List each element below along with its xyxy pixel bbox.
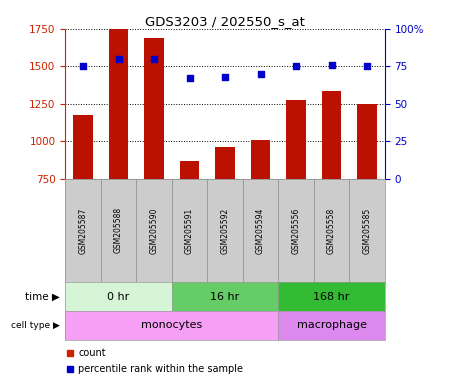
Bar bbox=[109, 29, 128, 179]
Text: GSM205588: GSM205588 bbox=[114, 207, 123, 253]
Text: time ▶: time ▶ bbox=[25, 291, 60, 302]
Bar bbox=[215, 147, 235, 179]
Point bbox=[221, 74, 229, 80]
Text: 168 hr: 168 hr bbox=[313, 291, 350, 302]
Text: 0 hr: 0 hr bbox=[108, 291, 130, 302]
Text: GSM205556: GSM205556 bbox=[292, 207, 301, 253]
Bar bbox=[357, 104, 377, 179]
Text: GSM205558: GSM205558 bbox=[327, 207, 336, 253]
Text: macrophage: macrophage bbox=[297, 320, 366, 331]
Text: percentile rank within the sample: percentile rank within the sample bbox=[78, 364, 243, 374]
Title: GDS3203 / 202550_s_at: GDS3203 / 202550_s_at bbox=[145, 15, 305, 28]
Point bbox=[292, 63, 300, 70]
Text: count: count bbox=[78, 348, 106, 358]
Point bbox=[257, 71, 264, 77]
Bar bbox=[144, 38, 164, 179]
Point bbox=[364, 63, 371, 70]
Point bbox=[115, 56, 122, 62]
Point bbox=[79, 63, 86, 70]
Text: GSM205594: GSM205594 bbox=[256, 207, 265, 253]
Text: monocytes: monocytes bbox=[141, 320, 202, 331]
Point bbox=[186, 75, 193, 81]
Bar bbox=[322, 91, 341, 179]
Text: GSM205592: GSM205592 bbox=[220, 207, 230, 253]
Text: cell type ▶: cell type ▶ bbox=[11, 321, 60, 330]
Bar bbox=[73, 115, 93, 179]
Text: 16 hr: 16 hr bbox=[210, 291, 239, 302]
Bar bbox=[251, 140, 270, 179]
Bar bbox=[180, 161, 199, 179]
Text: GSM205585: GSM205585 bbox=[363, 207, 372, 253]
Point bbox=[328, 62, 335, 68]
Text: GSM205591: GSM205591 bbox=[185, 207, 194, 253]
Point bbox=[150, 56, 158, 62]
Bar bbox=[286, 100, 306, 179]
Text: GSM205587: GSM205587 bbox=[78, 207, 87, 253]
Text: GSM205590: GSM205590 bbox=[149, 207, 158, 253]
